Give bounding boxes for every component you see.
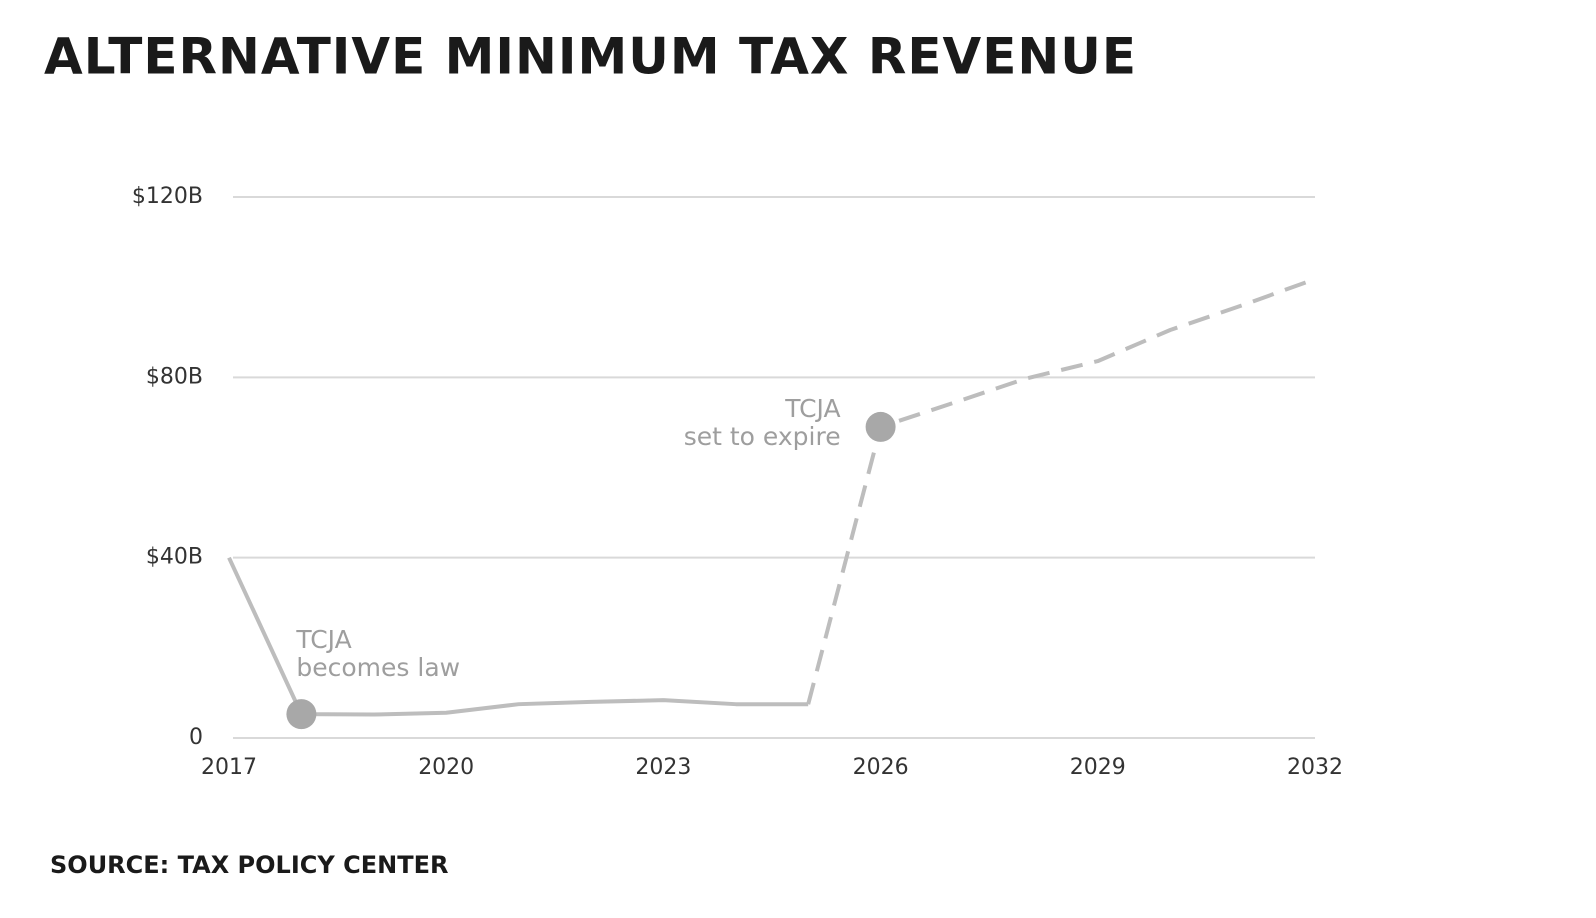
annotation: TCJA (295, 625, 351, 654)
highlight-marker (286, 699, 317, 730)
annotation: set to expire (684, 422, 841, 451)
x-tick-label: 2032 (1287, 755, 1343, 780)
x-tick-label: 2023 (635, 755, 691, 780)
annotation: becomes law (296, 653, 460, 682)
annotation: TCJA (784, 394, 840, 423)
x-tick-label: 2026 (853, 755, 909, 780)
line-series (227, 556, 809, 717)
x-tick-label: 2029 (1070, 755, 1126, 780)
line-series (806, 277, 1316, 705)
x-tick-label: 2020 (418, 755, 474, 780)
y-tick-label: $40B (146, 545, 203, 570)
y-tick-label: $80B (146, 364, 203, 389)
y-tick-label: $120B (132, 184, 203, 209)
highlight-marker (865, 411, 896, 442)
source: SOURCE: TAX POLICY CENTER (50, 851, 448, 879)
y-tick-label: 0 (189, 725, 203, 750)
x-tick-label: 2017 (201, 755, 257, 780)
chart-title: ALTERNATIVE MINIMUM TAX REVENUE (44, 28, 1137, 86)
